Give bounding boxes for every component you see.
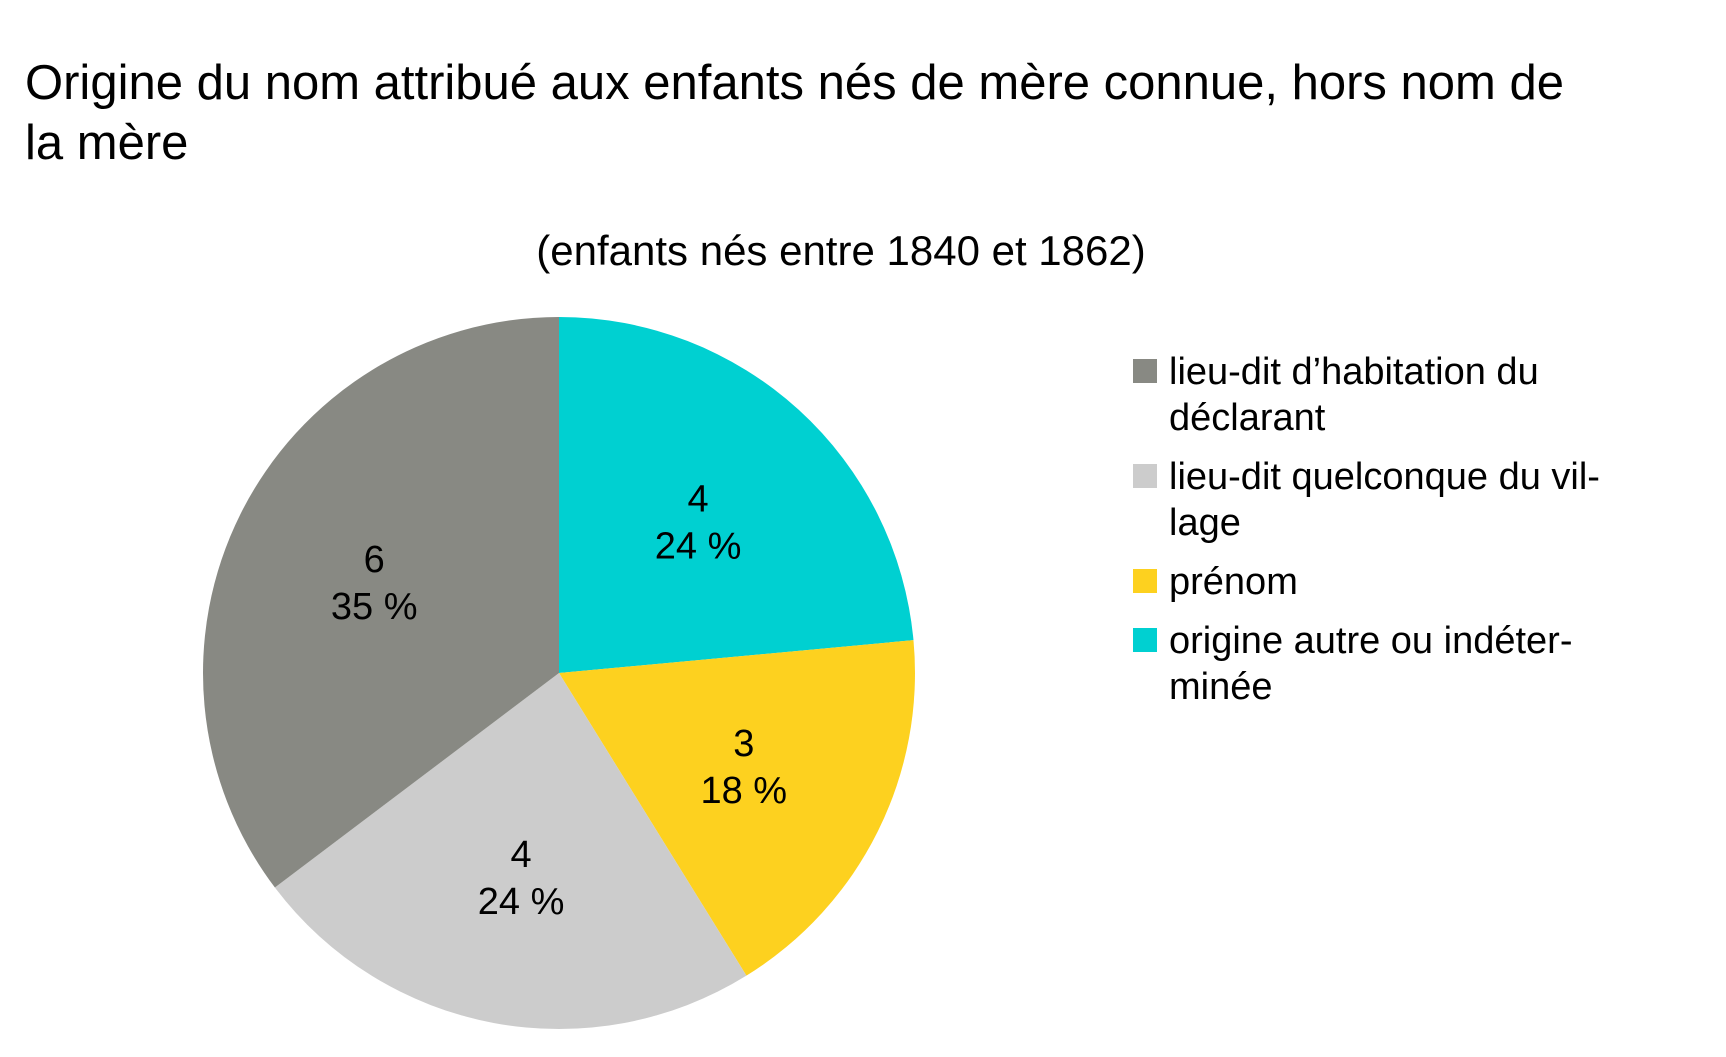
pie-data-labels: 4 24 % 3 18 % 4 24 % 6 35 % [331,478,787,923]
chart-subtitle: (enfants nés entre 1840 et 1862) [536,227,1145,274]
legend-entry-lieu-dit-quelconque-du-village: lieu-dit quelconque du vil-lage [1133,456,1600,544]
legend-label-lieu-dit-d-habitation-du-declarant-line-2: déclarant [1169,397,1326,439]
data-label-value-origine-autre-ou-indeterminee: 4 [688,478,709,520]
legend-swatch-prenom [1133,569,1157,593]
data-label-percent-lieu-dit-d-habitation-du-declarant: 35 % [331,586,418,628]
legend-swatch-origine-autre-ou-indeterminee [1133,628,1157,652]
legend-label-origine-autre-ou-indeterminee-line-2: minée [1169,666,1273,708]
pie-slice-lieu-dit-d-habitation-du-declarant [203,317,560,888]
pie-slice-prenom [559,640,915,976]
data-label-value-prenom: 3 [733,723,754,765]
data-label-value-lieu-dit-d-habitation-du-declarant: 6 [364,539,385,581]
data-label-percent-lieu-dit-quelconque-du-village: 24 % [478,881,565,923]
data-label-percent-prenom: 18 % [700,770,787,812]
legend-entry-prenom: prénom [1133,561,1298,603]
legend-label-lieu-dit-quelconque-du-village-line-2: lage [1169,502,1241,544]
chart-title-line-2: la mère [25,116,188,170]
legend-label-prenom-line-1: prénom [1169,561,1298,603]
data-label-value-lieu-dit-quelconque-du-village: 4 [511,834,532,876]
legend-label-lieu-dit-d-habitation-du-declarant-line-1: lieu-dit d’habitation du [1169,351,1539,393]
legend-entry-origine-autre-ou-indeterminee: origine autre ou indéter-minée [1133,620,1572,708]
legend-swatch-lieu-dit-quelconque-du-village [1133,464,1157,488]
pie-slice-lieu-dit-quelconque-du-village [274,673,747,1030]
legend-label-lieu-dit-quelconque-du-village-line-1: lieu-dit quelconque du vil- [1169,456,1600,498]
chart-title-line-1: Origine du nom attribué aux enfants nés … [25,56,1564,110]
legend-swatch-lieu-dit-d-habitation-du-declarant [1133,359,1157,383]
data-label-percent-origine-autre-ou-indeterminee: 24 % [655,525,742,567]
pie-slice-origine-autre-ou-indeterminee [559,317,914,673]
legend: lieu-dit d’habitation dudéclarantlieu-di… [1133,351,1600,708]
pie-slices [203,317,915,1030]
legend-label-origine-autre-ou-indeterminee-line-1: origine autre ou indéter- [1169,620,1572,662]
